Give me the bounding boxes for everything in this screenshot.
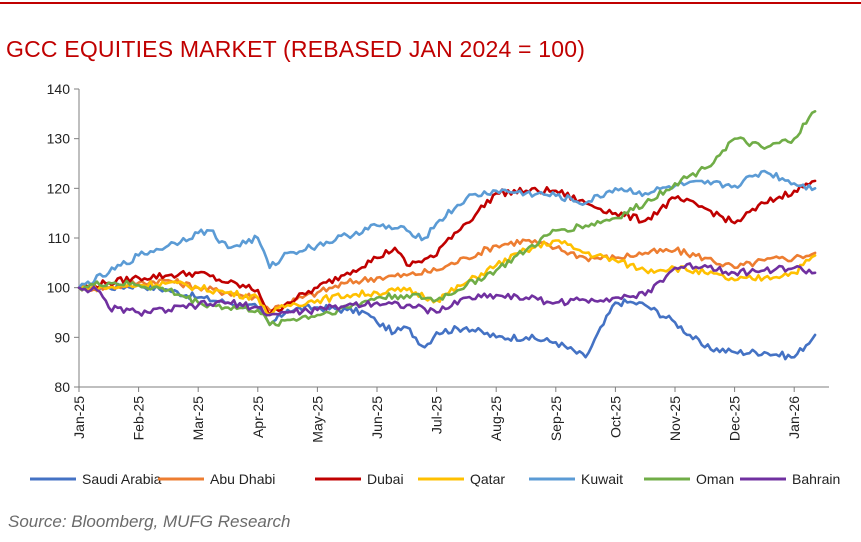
x-tick-label: Jan-25 [71,396,87,439]
legend-label-bahrain: Bahrain [792,471,840,487]
x-tick-label: Apr-25 [250,396,266,438]
y-tick-label: 120 [47,180,71,196]
legend-label-qatar: Qatar [470,471,505,487]
x-tick-label: Mar-25 [190,396,206,441]
y-tick-label: 90 [54,329,70,345]
legend-label-kuwait: Kuwait [581,471,623,487]
y-tick-label: 110 [48,230,71,246]
x-tick-label: Sep-25 [548,396,564,441]
series-line-kuwait [77,169,817,290]
x-tick-label: Dec-25 [727,396,743,441]
x-tick-label: Oct-25 [607,396,623,438]
source-note: Source: Bloomberg, MUFG Research [8,512,291,531]
chart-title: GCC EQUITIES MARKET (REBASED JAN 2024 = … [6,36,586,62]
series-line-saudi-arabia [77,282,817,361]
y-tick-label: 100 [47,280,71,296]
legend-label-abu-dhabi: Abu Dhabi [210,471,275,487]
y-tick-label: 130 [47,131,71,147]
y-tick-label: 140 [47,81,71,97]
series-line-oman [77,110,817,327]
legend-label-oman: Oman [696,471,734,487]
y-tick-label: 80 [54,379,70,395]
x-tick-label: Jan-26 [786,396,802,439]
legend-label-saudi-arabia: Saudi Arabia [82,471,162,487]
x-tick-label: Nov-25 [667,396,683,441]
x-tick-label: Aug-25 [488,396,504,441]
x-tick-label: Jul-25 [429,396,445,434]
x-tick-label: Feb-25 [131,396,147,441]
series-line-bahrain [77,262,817,317]
series-line-dubai [77,179,817,317]
legend-label-dubai: Dubai [367,471,404,487]
top-rule [0,2,861,4]
x-tick-label: Jun-25 [369,396,385,439]
x-tick-label: May-25 [309,396,325,443]
